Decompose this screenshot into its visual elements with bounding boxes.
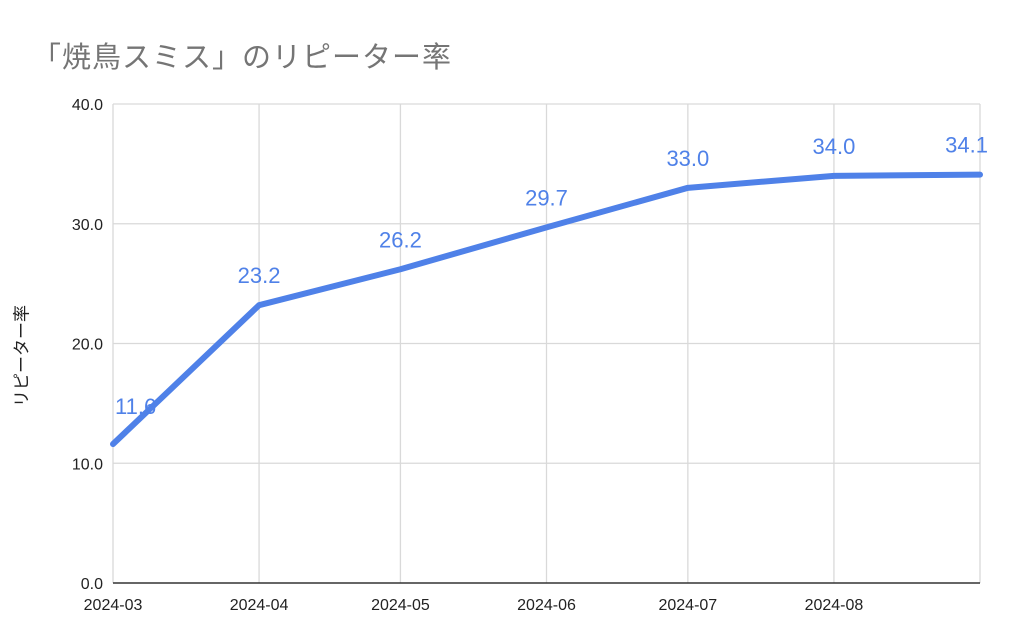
x-tick-label: 2024-04 <box>230 597 289 614</box>
y-tick-label: 0.0 <box>81 576 103 593</box>
x-tick-label: 2024-03 <box>84 597 143 614</box>
data-label: 34.0 <box>813 134 856 159</box>
y-tick-label: 20.0 <box>72 337 103 354</box>
y-tick-label: 30.0 <box>72 217 103 234</box>
data-label: 23.2 <box>238 263 281 288</box>
y-tick-label: 10.0 <box>72 456 103 473</box>
data-label: 29.7 <box>525 185 568 210</box>
data-label: 34.1 <box>945 133 988 158</box>
x-tick-label: 2024-06 <box>517 597 576 614</box>
chart-title: 「焼鳥スミス」のリピーター率 <box>32 40 453 74</box>
data-label: 26.2 <box>379 227 422 252</box>
y-tick-label: 40.0 <box>72 97 103 114</box>
x-tick-label: 2024-08 <box>805 597 864 614</box>
x-tick-label: 2024-05 <box>371 597 430 614</box>
x-tick-label: 2024-07 <box>658 597 717 614</box>
data-label: 33.0 <box>666 146 709 171</box>
data-label: 11.6 <box>115 394 156 419</box>
